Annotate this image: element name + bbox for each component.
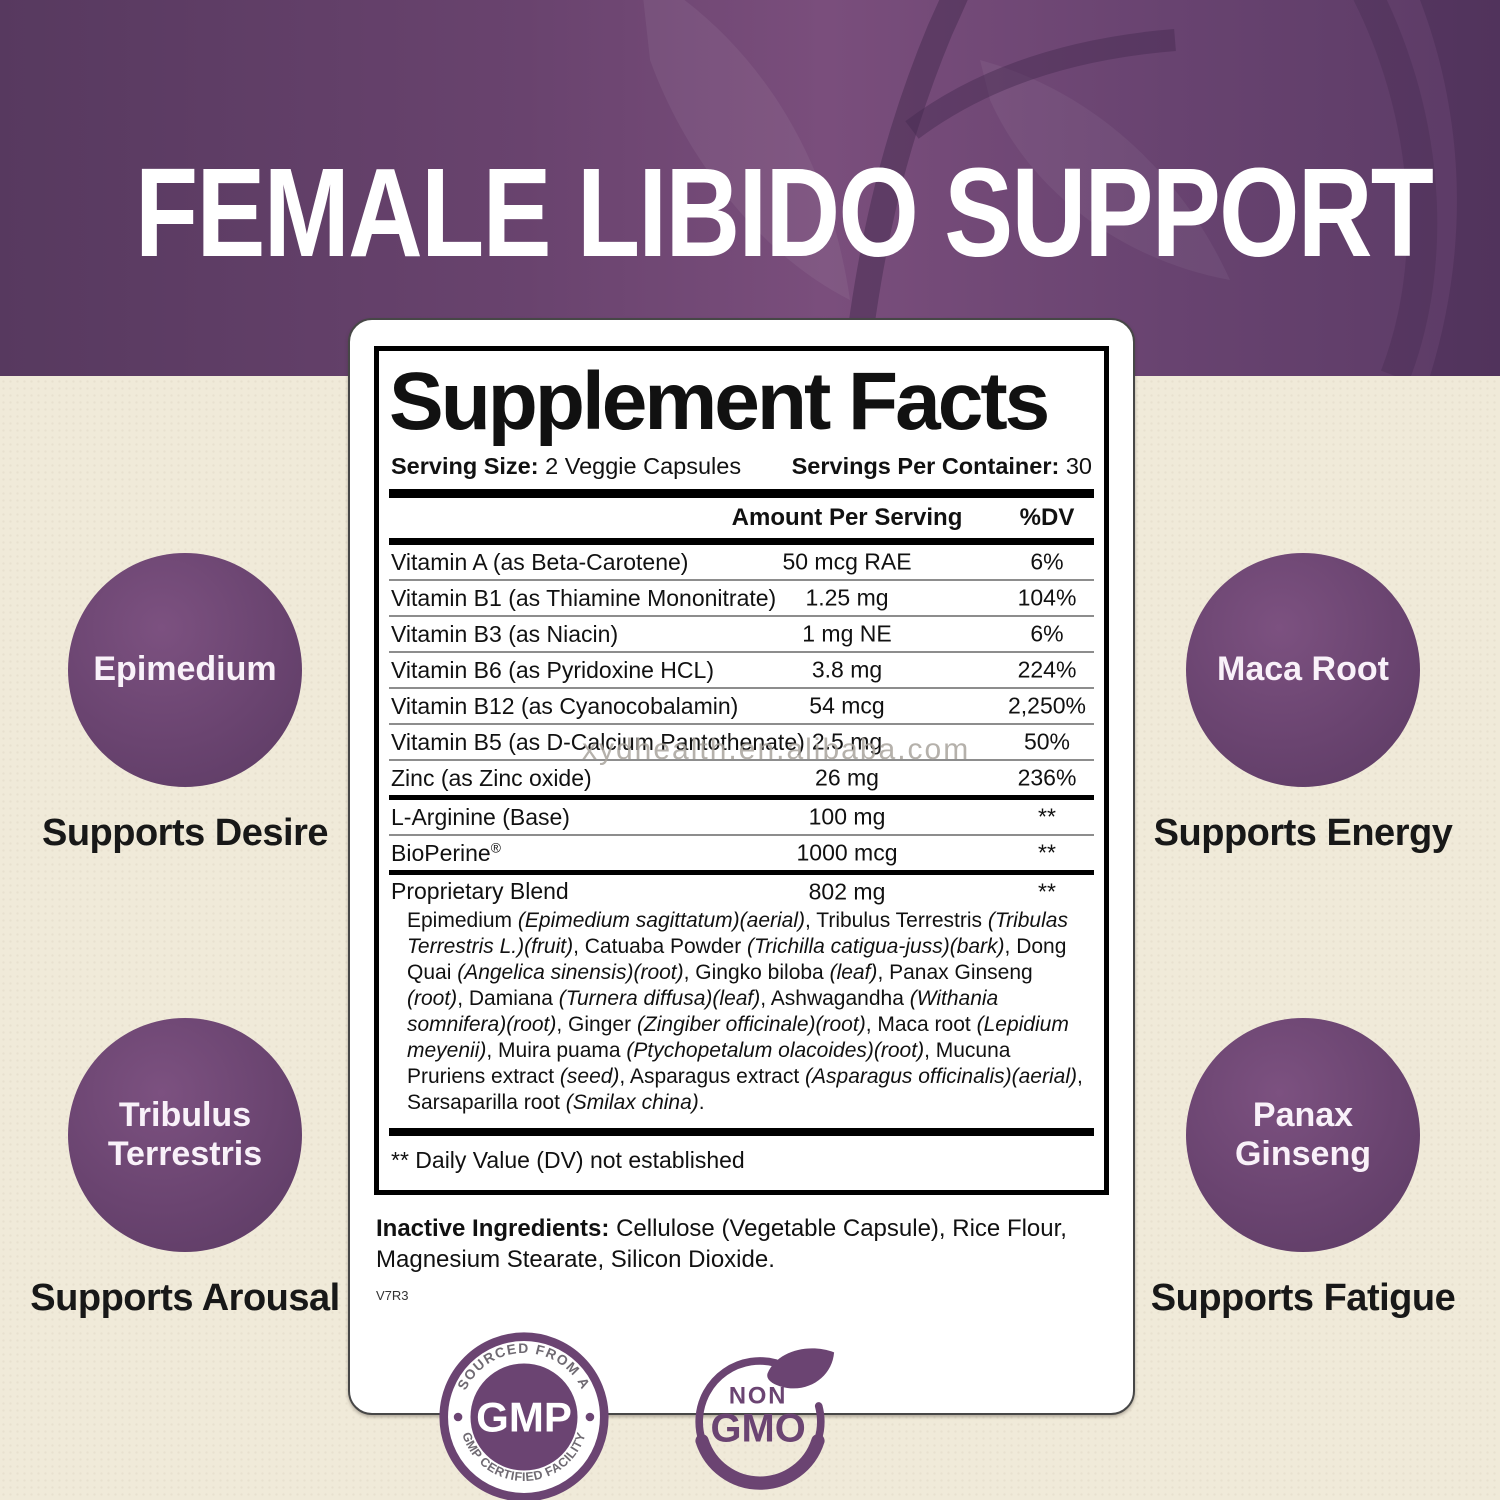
ingredient-dv: 6% <box>1030 620 1064 647</box>
supplement-facts-box: Supplement Facts Serving Size: 2 Veggie … <box>374 346 1109 1196</box>
ingredient-dv: ** <box>1038 878 1056 904</box>
watermark: xydhealth.en.alibaba.com <box>582 733 971 766</box>
ingredient-dv: ** <box>1038 803 1056 830</box>
serving-size: Serving Size: 2 Veggie Capsules <box>391 453 741 480</box>
servings-label: Servings Per Container: <box>791 453 1060 479</box>
divider-thick <box>389 1128 1094 1137</box>
ingredient-amount: 802 mg <box>808 878 886 904</box>
ingredient-amount: 1.25 mg <box>805 584 889 611</box>
ingredient-row: Vitamin B12 (as Cyanocobalamin) 54 mcg 2,2… <box>389 689 1094 725</box>
non-gmo-badge: NON GMO <box>695 1348 835 1490</box>
ingredient-dv: 236% <box>1017 764 1077 791</box>
non-gmo-line1: NON <box>729 1382 787 1409</box>
supplement-facts-title: Supplement Facts <box>389 356 1050 447</box>
ingredient-dv: 2,250% <box>1007 692 1086 719</box>
ingredient-amount: 50 mcg RAE <box>782 548 912 575</box>
ingredient-row: Zinc (as Zinc oxide) 26 mg 236% <box>389 761 1094 795</box>
inactive-ingredients-value: Cellulose (Vegetable Capsule), Rice Flou… <box>376 1215 1067 1274</box>
ingredient-name: Vitamin B6 (as Pyridoxine HCL) <box>391 656 714 683</box>
serving-size-value: 2 Veggie Capsules <box>545 453 742 479</box>
leaf-icon <box>767 1348 835 1389</box>
ingredient-dv: 50% <box>1023 728 1071 755</box>
ingredient-row: Proprietary Blend 802 mg ** <box>389 875 1094 908</box>
ingredient-row: Vitamin B1 (as Thiamine Mononitrate) 1.25… <box>389 581 1094 617</box>
ingredient-caption: Supports Arousal <box>30 1277 340 1319</box>
divider-thick <box>389 538 1094 545</box>
supplement-panel: Supplement Facts Serving Size: 2 Veggie … <box>348 318 1135 1500</box>
divider-thick <box>389 489 1094 498</box>
ingredient-name: Vitamin A (as Beta-Carotene) <box>391 548 689 575</box>
ingredient-row: Vitamin B3 (as Niacin) 1 mg NE 6% <box>389 617 1094 653</box>
header-leaf-decoration <box>0 0 1500 376</box>
ingredient-name: Vitamin B3 (as Niacin) <box>391 620 619 647</box>
rows-second: L-Arginine (Base) 100 mg ** BioPerine® 1000 … <box>389 800 1094 870</box>
amount-column-header: Amount Per Serving <box>731 504 963 531</box>
ingredient-name: BioPerine® <box>391 839 501 866</box>
dv-column-header: %DV <box>1019 504 1075 531</box>
ingredient-amount: 1000 mcg <box>796 839 898 866</box>
ingredient-name: Zinc (as Zinc oxide) <box>391 764 592 791</box>
blend-header-row: Proprietary Blend 802 mg ** <box>389 875 1094 908</box>
ingredient-circle-label: Tribulus Terrestris <box>107 1095 263 1173</box>
ingredient-circle: Maca Root <box>1186 553 1420 787</box>
ingredient-circle-label: Maca Root <box>1217 650 1389 689</box>
ingredient-amount: 54 mcg <box>809 692 885 719</box>
ingredient-amount: 3.8 mg <box>811 656 883 683</box>
certification-badges: GMP SOURCED FROM A GMP CERTIFIED FACILIT… <box>438 1331 1109 1500</box>
ingredient-dv: ** <box>1038 839 1056 866</box>
ingredient-amount: 100 mg <box>808 803 886 830</box>
ingredient-caption: Supports Fatigue <box>1150 1277 1456 1319</box>
ingredient-row: L-Arginine (Base) 100 mg ** <box>389 800 1094 836</box>
dv-footnote: ** Daily Value (DV) not established <box>391 1147 745 1174</box>
inactive-ingredients: Inactive Ingredients: Cellulose (Vegetab… <box>376 1213 1107 1275</box>
ingredient-circle-label: Panax Ginseng <box>1234 1095 1372 1173</box>
ingredient-dv: 224% <box>1017 656 1077 683</box>
header-banner: FEMALE LIBIDO SUPPORT <box>0 0 1500 376</box>
ingredient-name: Proprietary Blend <box>391 878 569 904</box>
non-gmo-line2: GMO <box>710 1406 805 1450</box>
divider-medium <box>389 870 1094 875</box>
ingredient-amount: 26 mg <box>815 764 879 791</box>
page-title: FEMALE LIBIDO SUPPORT <box>135 142 1434 283</box>
ingredient-name: Vitamin B12 (as Cyanocobalamin) <box>391 692 739 719</box>
divider-medium <box>389 795 1094 800</box>
ingredient-row: Vitamin B5 (as D-Calcium Pantothenate) 2.… <box>389 725 1094 761</box>
ingredient-dv: 6% <box>1030 548 1064 575</box>
ingredient-circle: Panax Ginseng <box>1186 1018 1420 1252</box>
serving-size-label: Serving Size: <box>391 453 539 479</box>
rows-main: Vitamin A (as Beta-Carotene) 50 mcg RAE 6%… <box>389 545 1094 795</box>
column-headers: Amount Per Serving %DV <box>389 498 1094 538</box>
ingredient-circle: Epimedium <box>68 553 302 787</box>
ingredient-name: Vitamin B5 (as D-Calcium Pantothenate) <box>391 728 805 755</box>
gmp-center-text: GMP <box>476 1393 572 1440</box>
ingredient-circle-label: Epimedium <box>93 650 277 689</box>
ingredient-row: Vitamin B6 (as Pyridoxine HCL) 3.8 mg 224% <box>389 653 1094 689</box>
ingredient-circle: Tribulus Terrestris <box>68 1018 302 1252</box>
servings-per-container: Servings Per Container: 30 <box>792 453 1092 480</box>
serving-info: Serving Size: 2 Veggie Capsules Servings… <box>391 453 1092 480</box>
ingredient-dv: 104% <box>1017 584 1077 611</box>
ingredient-caption: Supports Energy <box>1153 812 1453 854</box>
ingredient-name: Vitamin B1 (as Thiamine Mononitrate) <box>391 584 777 611</box>
ingredient-row: Vitamin A (as Beta-Carotene) 50 mcg RAE 6% <box>389 545 1094 581</box>
ingredient-name: L-Arginine (Base) <box>391 803 570 830</box>
servings-value: 30 <box>1065 453 1092 479</box>
ingredient-amount: 2.5 mg <box>811 728 883 755</box>
version-code: V7R3 <box>376 1287 409 1303</box>
proprietary-blend-description: Epimedium (Epimedium sagittatum)(aerial)… <box>407 909 1083 1115</box>
gmp-badge: GMP SOURCED FROM A GMP CERTIFIED FACILIT… <box>439 1332 609 1500</box>
inactive-ingredients-label: Inactive Ingredients: <box>376 1215 610 1243</box>
ingredient-caption: Supports Desire <box>41 812 329 854</box>
ingredient-amount: 1 mg NE <box>802 620 892 647</box>
ingredient-row: BioPerine® 1000 mcg ** <box>389 836 1094 870</box>
